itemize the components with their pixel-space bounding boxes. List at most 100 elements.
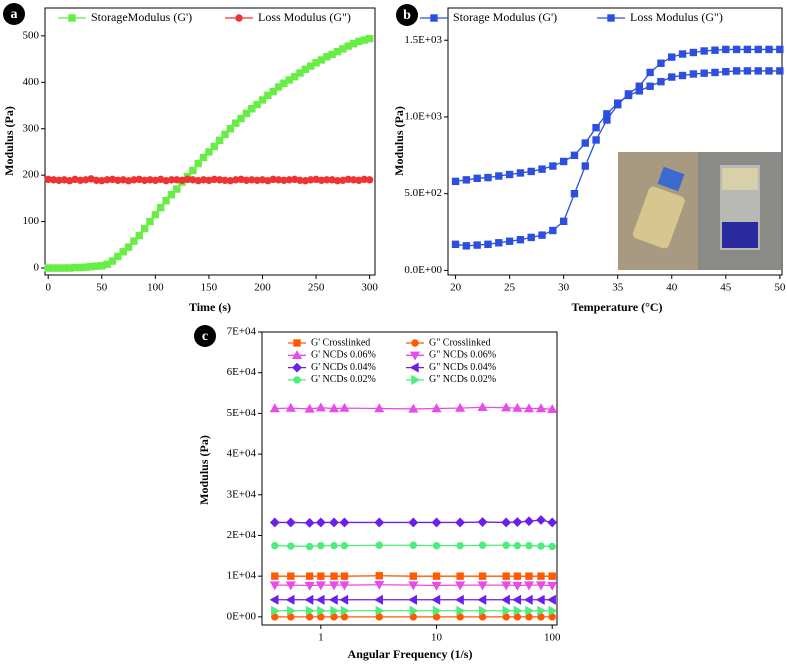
y-tick-label: 200 — [23, 169, 40, 181]
marker — [501, 517, 512, 528]
legend-label: G' NCDs 0.06% — [311, 350, 376, 361]
x-tick-label: 20 — [450, 282, 462, 294]
marker — [456, 541, 464, 550]
marker — [523, 581, 535, 591]
marker — [365, 34, 374, 43]
marker — [339, 402, 350, 412]
marker — [462, 242, 471, 250]
marker — [408, 594, 418, 605]
marker — [765, 67, 773, 75]
marker — [478, 605, 488, 616]
x-tick-label: 150 — [201, 282, 218, 294]
marker — [477, 581, 488, 591]
marker — [548, 542, 556, 551]
marker — [513, 541, 522, 550]
marker — [455, 402, 466, 412]
legend-label: G" NCDs 0.04% — [429, 362, 496, 373]
marker — [431, 517, 442, 528]
marker — [525, 572, 533, 580]
marker — [340, 605, 350, 616]
marker — [495, 172, 503, 180]
marker — [285, 402, 296, 412]
marker — [668, 53, 676, 61]
marker — [305, 572, 314, 580]
marker — [635, 87, 644, 95]
marker — [700, 69, 708, 77]
marker — [456, 572, 464, 580]
marker — [689, 70, 698, 78]
legend-label: StorageModulus (G') — [91, 10, 192, 24]
y-tick-label: 3E+04 — [227, 488, 257, 500]
legend-label: Loss Modulus (G") — [258, 10, 351, 24]
panel-badge: b — [403, 8, 411, 23]
marker — [68, 14, 76, 22]
marker — [536, 515, 546, 525]
marker — [375, 605, 385, 616]
marker — [754, 45, 762, 54]
marker — [315, 517, 326, 528]
marker — [537, 542, 545, 550]
marker — [237, 114, 245, 123]
marker — [451, 177, 460, 186]
marker — [409, 572, 418, 580]
legend-label: G" Crosslinked — [429, 337, 491, 348]
marker — [162, 197, 170, 205]
marker — [547, 581, 558, 591]
marker — [546, 594, 556, 605]
marker — [478, 572, 487, 580]
y-tick-label: 0.0E+00 — [404, 264, 442, 276]
marker — [537, 605, 547, 616]
marker — [375, 541, 383, 549]
marker — [248, 105, 256, 113]
marker — [157, 203, 165, 212]
marker — [242, 109, 251, 118]
marker — [603, 110, 611, 118]
x-axis-title: Time (s) — [189, 300, 231, 314]
legend-label: G" NCDs 0.06% — [429, 350, 496, 361]
marker — [581, 162, 589, 170]
x-tick-label: 200 — [254, 282, 271, 294]
marker — [711, 68, 719, 77]
panel-badge-bg — [396, 4, 418, 26]
marker — [409, 541, 418, 549]
marker — [431, 581, 442, 591]
marker — [473, 174, 481, 183]
y-tick-label: 0E+00 — [227, 610, 257, 622]
marker — [409, 605, 419, 616]
marker — [776, 67, 784, 75]
marker — [108, 257, 117, 265]
marker — [776, 45, 784, 54]
marker — [374, 594, 383, 605]
marker — [199, 153, 208, 162]
marker — [317, 541, 325, 550]
marker — [743, 45, 752, 54]
marker — [516, 169, 525, 177]
marker — [501, 581, 512, 591]
x-tick-label: 30 — [558, 282, 570, 294]
x-tick-label: 100 — [147, 282, 164, 294]
marker — [269, 581, 280, 591]
legend-label: Storage Modulus (G') — [453, 10, 557, 24]
marker — [285, 594, 295, 605]
marker — [538, 165, 546, 173]
marker — [315, 581, 326, 591]
marker — [432, 541, 441, 550]
marker — [304, 594, 314, 605]
marker — [513, 605, 523, 616]
marker — [411, 339, 419, 347]
marker — [269, 517, 280, 528]
panel: 0 50 100 150 200 250 300 0 100 200 300 400 500 Time (… — [2, 3, 378, 314]
marker — [210, 142, 218, 151]
marker — [293, 339, 301, 347]
marker — [668, 73, 676, 81]
marker — [505, 237, 514, 245]
marker — [328, 594, 338, 605]
marker — [477, 402, 488, 411]
marker — [538, 231, 546, 239]
marker — [226, 125, 235, 133]
x-tick-label: 10 — [431, 632, 443, 644]
marker — [205, 148, 213, 156]
marker — [477, 594, 487, 605]
marker — [501, 402, 512, 412]
marker — [315, 594, 325, 605]
